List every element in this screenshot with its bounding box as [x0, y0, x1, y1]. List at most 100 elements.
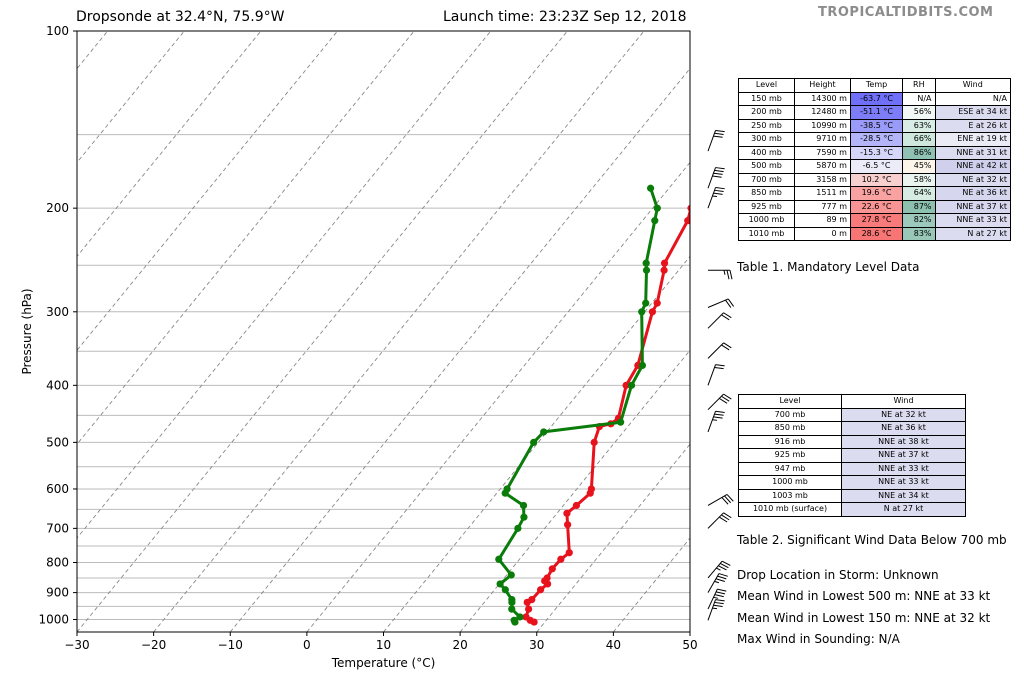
table1-cell-temp: -38.5 °C — [849, 118, 904, 133]
x-tick-label: 20 — [452, 638, 467, 652]
temperature-point — [548, 565, 556, 573]
x-tick-label: −20 — [141, 638, 166, 652]
table1-row: 1000 mb 89 m 27.8 °C 82% NNE at 33 kt — [738, 213, 1012, 228]
wind-barb-feather — [723, 342, 732, 349]
wind-barb-staff — [707, 588, 718, 610]
table1-cell-temp: -28.5 °C — [849, 132, 904, 147]
table2-cell-level: 1003 mb — [738, 488, 842, 503]
wind-barb-feather — [714, 132, 724, 135]
table1-cell-wind: NE at 36 kt — [934, 186, 1012, 201]
table1-row: 500 mb 5870 m -6.5 °C 45% NNE at 42 kt — [738, 159, 1012, 174]
table1-header-wind: Wind — [934, 78, 1012, 93]
isotherm-line — [229, 67, 690, 632]
isotherm-line — [306, 161, 690, 632]
table1-cell-rh: 86% — [902, 145, 936, 160]
temperature-point — [660, 266, 668, 274]
y-tick-label: 900 — [46, 586, 69, 600]
table1-cell-wind: NNE at 37 kt — [934, 199, 1012, 214]
table1-cell-temp: -63.7 °C — [849, 91, 904, 106]
table1-row: 400 mb 7590 m -15.3 °C 86% NNE at 31 kt — [738, 145, 1012, 160]
table1-cell-rh: 63% — [902, 118, 936, 133]
temperature-point — [528, 596, 536, 604]
wind-barb-icon — [707, 599, 725, 621]
wind-barb-feather — [723, 393, 732, 400]
wind-barb-staff — [707, 298, 729, 308]
series-layer — [495, 184, 690, 626]
wind-barb-feather — [713, 172, 723, 175]
isotherm-line — [459, 349, 690, 632]
table1-cell-temp: 27.8 °C — [849, 213, 904, 228]
table1-header-temp: Temp — [849, 78, 904, 93]
temperature-point — [543, 574, 551, 582]
isotherm-line — [77, 31, 568, 632]
table1-row: 700 mb 3158 m 10.2 °C 58% NE at 32 kt — [738, 172, 1012, 187]
wind-barb-icon — [707, 167, 725, 189]
table1-cell-height: 9710 m — [793, 132, 851, 147]
table1-row: 150 mb 14300 m -63.7 °C N/A N/A — [738, 91, 1012, 106]
table1-row: 250 mb 10990 m -38.5 °C 63% E at 26 kt — [738, 118, 1012, 133]
wind-barb-feather — [714, 366, 724, 370]
wind-barb-feather — [724, 495, 732, 504]
x-tick-label: 0 — [303, 638, 311, 652]
table1-cell-rh: N/A — [902, 91, 936, 106]
table1-cell-wind: NNE at 42 kt — [934, 159, 1012, 174]
table1-cell-level: 300 mb — [738, 132, 795, 147]
wind-barb-feather — [715, 364, 725, 367]
y-axis-label: Pressure (hPa) — [20, 288, 34, 374]
dewpoint-point — [496, 580, 504, 588]
y-tick-label: 100 — [46, 24, 69, 38]
wind-barb-icon — [707, 342, 732, 359]
table1-cell-rh: 87% — [902, 199, 936, 214]
brand-logo[interactable]: TROPICALTIDBITS.COM — [818, 5, 994, 20]
isotherm-line — [536, 443, 690, 632]
x-tick-label: 40 — [606, 638, 621, 652]
dewpoint-point — [642, 259, 650, 267]
table1-cell-rh: 64% — [902, 186, 936, 201]
table1-cell-temp: -6.5 °C — [849, 159, 904, 174]
table1-header-rh: RH — [902, 78, 936, 93]
table1-cell-rh: 66% — [902, 132, 936, 147]
table1-cell-rh: 83% — [902, 226, 936, 241]
wind-barb-half-feather — [723, 270, 726, 275]
dewpoint-point — [510, 616, 518, 624]
table2-cell-level: 1010 mb (surface) — [738, 502, 842, 517]
table2-cell-level: 947 mb — [738, 461, 842, 476]
table1-cell-rh: 45% — [902, 159, 936, 174]
dewpoint-point — [508, 605, 516, 613]
temperature-point — [684, 217, 690, 225]
table1-cell-temp: 10.2 °C — [849, 172, 904, 187]
wind-barb-feather — [721, 514, 730, 521]
table1-cell-height: 89 m — [793, 213, 851, 228]
table1-cell-temp: -15.3 °C — [849, 145, 904, 160]
table2-cell-level: 916 mb — [738, 434, 842, 449]
table1-header-row: Level Height Temp RH Wind — [738, 78, 1012, 93]
dewpoint-point — [501, 586, 509, 594]
table1-cell-level: 1000 mb — [738, 213, 795, 228]
dewpoint-point — [508, 596, 516, 604]
table1-cell-wind: ENE at 19 kt — [934, 132, 1012, 147]
table1-cell-wind: N at 27 kt — [934, 226, 1012, 241]
wind-barb-feather — [719, 516, 728, 523]
wind-barb-feather — [712, 175, 722, 178]
table2-row: 700 mb NE at 32 kt — [738, 407, 966, 422]
table2-row: 1010 mb (surface) N at 27 kt — [738, 502, 966, 517]
x-tick-label: −10 — [218, 638, 243, 652]
table1-row: 200 mb 12480 m -51.1 °C 56% ESE at 34 kt — [738, 105, 1012, 120]
chart-title: Dropsonde at 32.4°N, 75.9°W — [76, 9, 285, 25]
wind-barb-feather — [723, 312, 732, 319]
wind-barb-staff — [707, 494, 728, 506]
dewpoint-point — [519, 501, 528, 510]
table2-cell-wind: NNE at 33 kt — [841, 461, 966, 476]
wind-barb-staff — [707, 411, 716, 433]
table1-cell-height: 1511 m — [793, 186, 851, 201]
table2-cell-level: 925 mb — [738, 448, 842, 463]
wind-barb-icon — [707, 129, 725, 152]
dewpoint-point — [540, 428, 548, 436]
wind-barb-feather — [715, 591, 726, 595]
wind-barb-feather — [713, 192, 723, 195]
table2-header-level: Level — [738, 394, 842, 409]
table1-cell-wind: NNE at 33 kt — [934, 213, 1012, 228]
x-tick-label: 10 — [376, 638, 391, 652]
wind-barb-feather — [721, 344, 730, 351]
